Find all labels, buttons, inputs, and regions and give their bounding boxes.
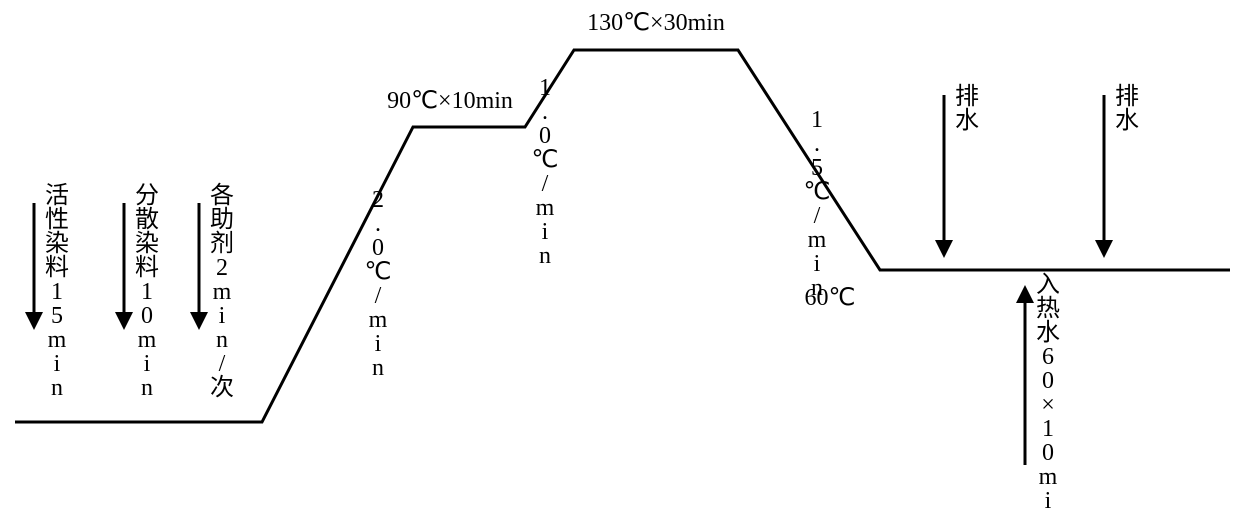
label-drain1: 排水	[955, 83, 979, 134]
label-hold90: 90℃×10min	[387, 88, 513, 114]
label-peak: 130℃×30min	[587, 10, 725, 36]
arrow-reactive-dye	[25, 203, 43, 330]
arrow-drain-1	[935, 95, 953, 258]
arrow-drain-2	[1095, 95, 1113, 258]
arrow-disperse-dye	[115, 203, 133, 330]
arrow-additives	[190, 203, 208, 330]
label-additives: 各助剂2min/次	[210, 182, 234, 401]
label-hotwater: 入热水60×10min	[1036, 272, 1060, 511]
label-temp60: 60℃	[805, 285, 856, 311]
label-drain2: 排水	[1115, 83, 1139, 134]
label-disperse: 分散染料10min	[135, 182, 159, 401]
label-rate10: 1.0℃/min	[532, 75, 559, 269]
label-rate15: 1.5℃/min	[804, 107, 831, 301]
arrow-hot-water	[1016, 285, 1034, 465]
label-reactive: 活性染料15min	[45, 182, 69, 401]
